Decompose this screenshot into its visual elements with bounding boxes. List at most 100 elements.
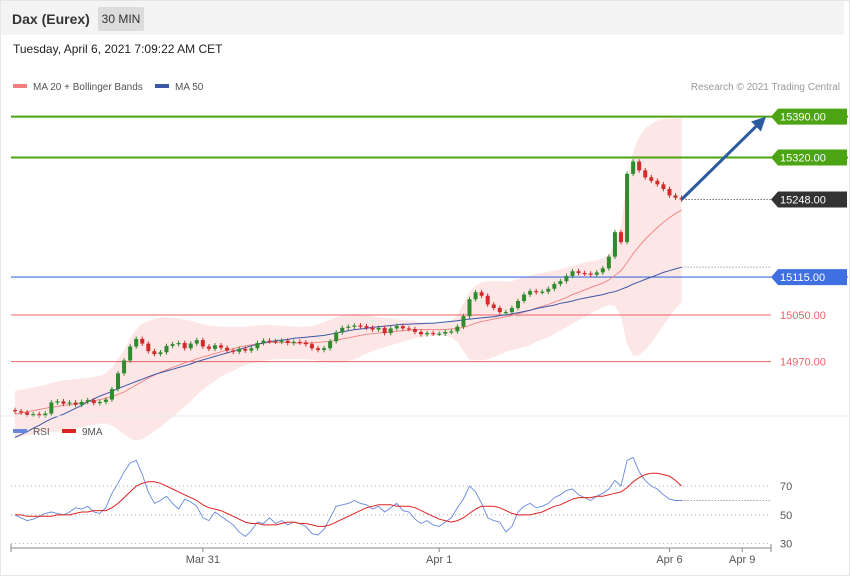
ma20-legend-label: MA 20 + Bollinger Bands — [33, 82, 143, 93]
candle-body-99 — [612, 232, 617, 257]
candle-body-47 — [297, 341, 302, 344]
candle-body-35 — [225, 347, 230, 351]
candle-body-33 — [212, 345, 217, 349]
candle-body-49 — [309, 344, 314, 349]
rsi-level-label-30: 30 — [780, 539, 792, 551]
candle-body-109 — [673, 195, 678, 198]
candle-body-96 — [594, 272, 599, 275]
candle-body-24 — [158, 352, 163, 355]
pivot-tag-3 — [771, 269, 847, 286]
candle-body-31 — [200, 340, 205, 347]
ma20-line — [14, 209, 682, 415]
candle-body-80 — [497, 308, 502, 313]
candle-body-27 — [176, 343, 181, 345]
candle-body-93 — [576, 271, 581, 273]
instrument-title: Dax (Eurex) — [12, 11, 90, 27]
chart-datetime: Tuesday, April 6, 2021 7:09:22 AM CET — [13, 42, 223, 56]
rsi-legend-swatch — [13, 429, 27, 433]
candle-body-75 — [467, 299, 472, 317]
rsi-ma-legend-label: 9MA — [82, 427, 103, 438]
candle-body-85 — [528, 291, 533, 295]
rsi-line — [14, 456, 682, 537]
candle-body-92 — [570, 271, 575, 276]
candle-body-58 — [364, 326, 369, 328]
candle-body-60 — [376, 327, 381, 330]
chart-header: Dax (Eurex) 30 MIN — [1, 1, 844, 35]
candle-body-25 — [164, 345, 169, 353]
level-labels: 15390.00 15320.00 15248.00 15115.00 15050.00… — [771, 108, 847, 369]
resistance-tag-0 — [771, 108, 847, 125]
candle-body-65 — [406, 328, 411, 330]
x-tick-label-2: Apr 6 — [656, 554, 682, 566]
rsi-level-label-50: 50 — [780, 510, 792, 522]
timeframe-button[interactable]: 30 MIN — [98, 7, 144, 31]
main-legend: MA 20 + Bollinger Bands MA 50 Research ©… — [13, 82, 840, 93]
candle-body-50 — [316, 348, 320, 350]
candle-body-1 — [19, 411, 24, 413]
candle-body-64 — [400, 326, 405, 329]
moving-averages — [14, 209, 771, 438]
candle-body-10 — [73, 402, 78, 405]
candle-body-39 — [249, 348, 254, 351]
support-label-5: 14970.00 — [780, 357, 826, 369]
pivot-label-3: 15115.00 — [780, 272, 825, 284]
candle-body-77 — [479, 292, 484, 296]
candle-body-26 — [170, 344, 175, 346]
candle-body-73 — [455, 326, 460, 332]
candle-body-8 — [61, 401, 66, 404]
rsi-ma-line — [15, 472, 682, 527]
rsi-panel: 70 50 30 — [11, 456, 792, 551]
resistance-tag-1 — [771, 149, 847, 166]
candle-body-9 — [67, 402, 72, 404]
candle-body-43 — [273, 341, 278, 343]
candle-body-14 — [97, 401, 102, 404]
candle-body-21 — [140, 338, 145, 344]
resistance-label-0: 15390.00 — [780, 112, 826, 124]
candle-body-55 — [346, 326, 351, 328]
candle-body-79 — [491, 304, 496, 308]
candle-body-63 — [394, 326, 399, 329]
bollinger-band-area — [15, 117, 682, 441]
rsi-legend-label: RSI — [33, 427, 50, 438]
candle-body-82 — [509, 308, 514, 313]
x-tick-label-1: Apr 1 — [426, 554, 452, 566]
candle-body-53 — [334, 332, 339, 342]
rsi-legend: RSI 9MA — [13, 427, 103, 438]
resistance-label-1: 15320.00 — [780, 153, 826, 165]
ma50-legend-swatch — [155, 84, 169, 88]
candle-body-83 — [515, 301, 520, 308]
candle-body-101 — [625, 173, 630, 243]
candle-body-46 — [291, 341, 296, 344]
candle-body-30 — [194, 340, 199, 344]
ma50-line — [14, 266, 682, 438]
candle-body-91 — [564, 275, 569, 282]
candle-body-69 — [431, 333, 436, 335]
current-label-2: 15248.00 — [780, 195, 826, 207]
ma20-legend-swatch — [13, 84, 27, 88]
candle-body-102 — [631, 161, 636, 174]
candle-body-51 — [322, 348, 327, 350]
candle-body-95 — [588, 273, 593, 275]
candle-body-74 — [461, 316, 466, 327]
candle-body-72 — [449, 331, 454, 333]
candle-body-40 — [255, 343, 260, 349]
projection-arrow — [680, 116, 766, 201]
candle-body-66 — [412, 329, 417, 332]
candle-body-3 — [31, 414, 36, 416]
candle-body-98 — [606, 256, 611, 269]
candle-body-41 — [261, 340, 266, 343]
candle-body-2 — [25, 412, 30, 415]
candle-body-0 — [13, 410, 17, 412]
current-tag-2 — [771, 191, 847, 208]
candle-body-67 — [419, 331, 424, 335]
arrow-shaft — [680, 125, 758, 201]
candle-body-62 — [388, 328, 393, 334]
candle-body-29 — [188, 343, 193, 349]
candle-body-19 — [128, 346, 133, 361]
candle-body-86 — [534, 291, 539, 293]
candle-body-4 — [37, 414, 42, 416]
candle-body-104 — [643, 170, 648, 178]
candle-body-23 — [152, 351, 157, 355]
candle-body-68 — [425, 333, 430, 335]
